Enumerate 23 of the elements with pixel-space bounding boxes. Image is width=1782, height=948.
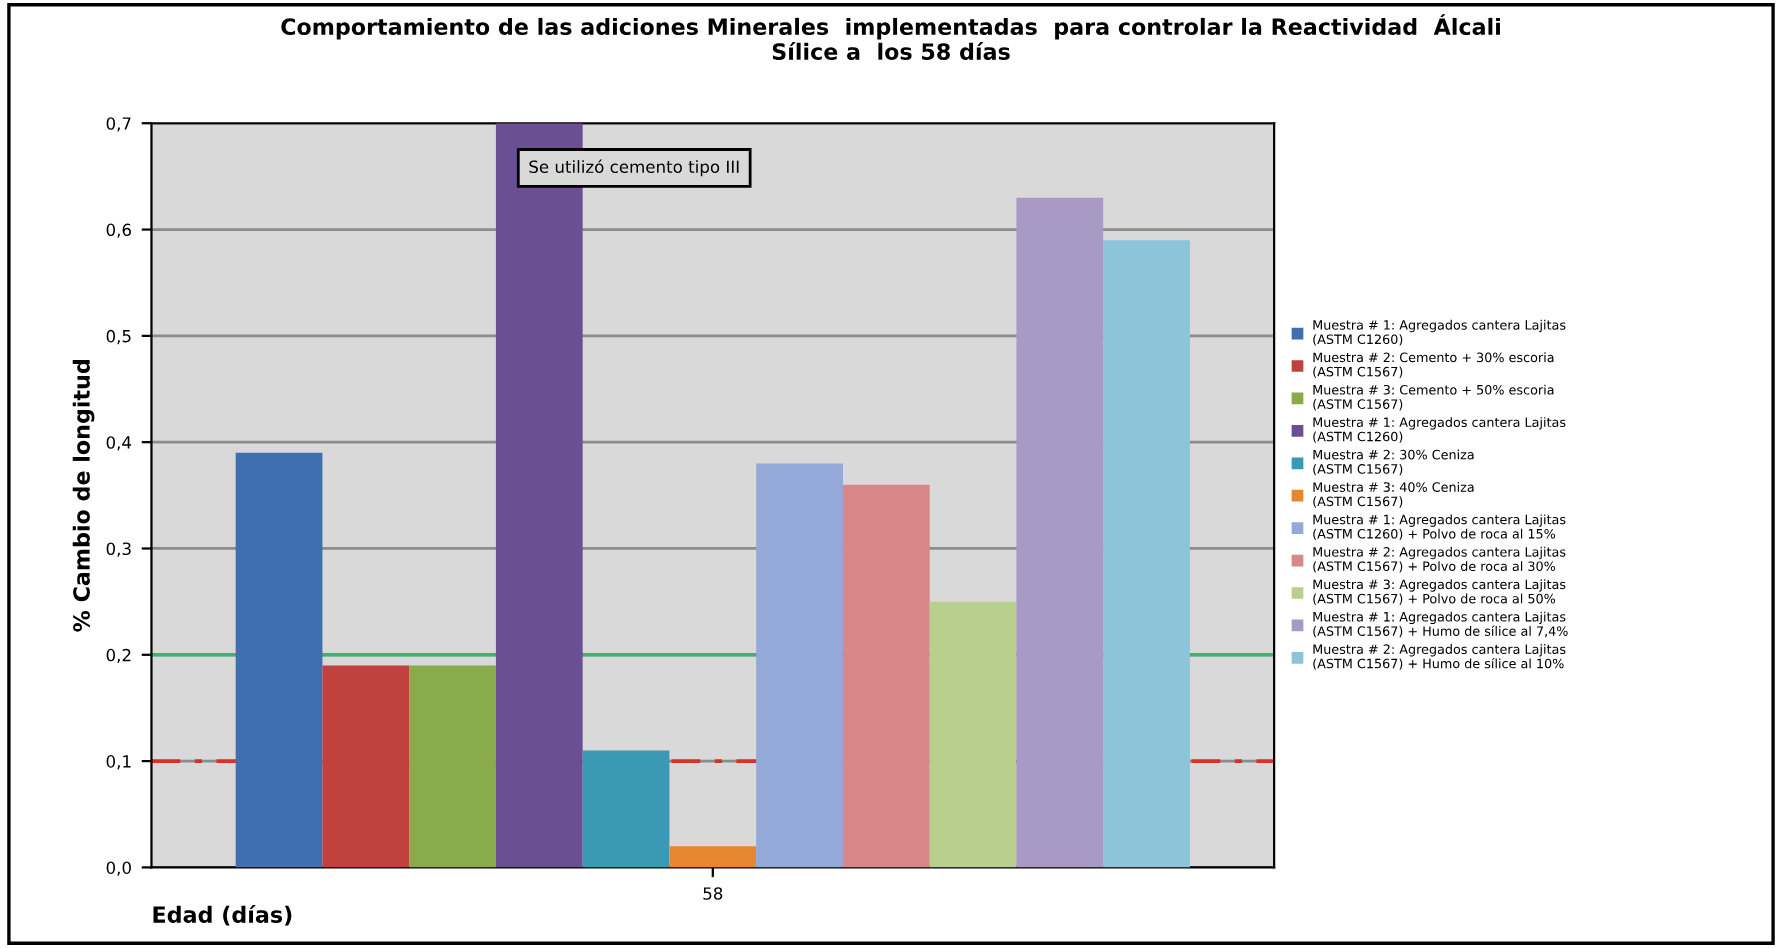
bar (929, 601, 1017, 868)
y-tick-label: 0,4 (106, 436, 132, 451)
chart-title: Comportamiento de las adiciones Minerales implementadas para controlar la Reactividad Álcali Sílice a los 58 días (281, 14, 1500, 60)
y-tick-label: 0,6 (106, 223, 131, 238)
bar (582, 750, 670, 868)
y-tick-label: 0,5 (106, 329, 131, 345)
y-axis-title: % Cambio de longitud (72, 360, 95, 632)
bar (1016, 197, 1104, 868)
bar (322, 665, 410, 868)
bar (409, 665, 496, 868)
y-tick-label: 0,7 (106, 117, 131, 132)
bar (235, 452, 323, 868)
bar (756, 463, 843, 868)
x-axis-title: Edad (días) (153, 904, 292, 926)
y-tick-label: 0,1 (106, 755, 131, 770)
bar (1103, 240, 1190, 868)
y-tick-label: 0,3 (106, 542, 131, 557)
bar (669, 846, 757, 868)
y-tick-label: 0,0 (106, 861, 131, 876)
x-tick-label: 58 (703, 887, 723, 900)
y-tick-label: 0,2 (106, 648, 131, 664)
annotation: Se utilizó cemento tipo III (529, 159, 739, 177)
bar (842, 484, 930, 868)
